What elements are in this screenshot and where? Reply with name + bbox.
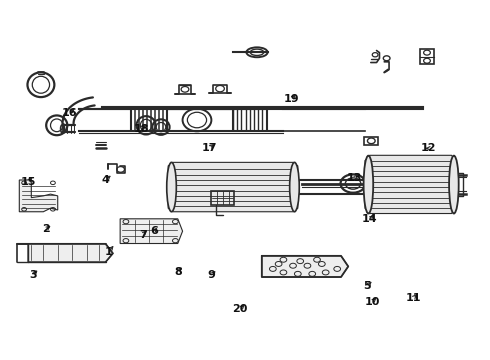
Text: 17: 17 (201, 143, 217, 153)
Bar (364, 137, 378, 145)
Polygon shape (19, 180, 58, 212)
Text: 1: 1 (104, 247, 112, 257)
Text: 8: 8 (174, 267, 182, 277)
Text: 18: 18 (134, 124, 149, 134)
Ellipse shape (364, 156, 373, 213)
Text: 19: 19 (284, 94, 299, 104)
Text: 4: 4 (102, 175, 110, 185)
Text: 16: 16 (62, 108, 77, 118)
Text: 6: 6 (150, 226, 158, 236)
Text: 2: 2 (42, 224, 49, 234)
Text: 20: 20 (233, 304, 248, 314)
Text: 9: 9 (207, 270, 215, 280)
Polygon shape (168, 162, 298, 212)
Text: 15: 15 (20, 177, 36, 187)
Bar (420, 49, 434, 64)
Bar (211, 190, 234, 205)
Ellipse shape (290, 162, 299, 212)
Text: 13: 13 (347, 173, 362, 183)
Polygon shape (365, 155, 456, 213)
Text: 3: 3 (29, 270, 37, 280)
Text: 10: 10 (365, 297, 380, 307)
Polygon shape (120, 219, 183, 243)
Ellipse shape (167, 162, 176, 212)
Text: 5: 5 (364, 281, 371, 291)
Ellipse shape (449, 156, 459, 213)
Polygon shape (17, 243, 113, 262)
Text: 12: 12 (421, 143, 436, 153)
Polygon shape (262, 256, 348, 277)
Text: 7: 7 (139, 230, 147, 240)
Text: 11: 11 (405, 293, 421, 303)
Text: 14: 14 (362, 214, 378, 224)
